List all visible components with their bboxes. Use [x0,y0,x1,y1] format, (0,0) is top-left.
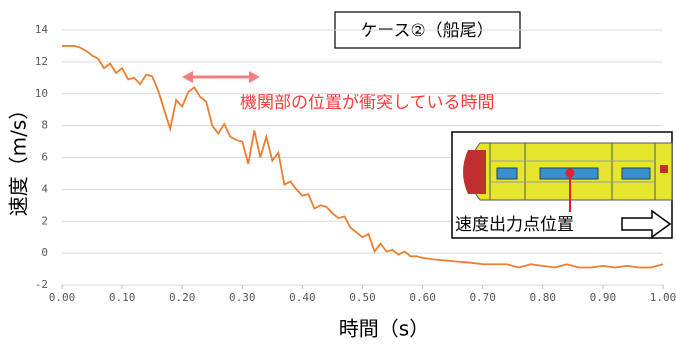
inset-label: 速度出力点位置 [455,215,574,235]
y-tick-label: 0 [41,246,48,259]
x-axis-title: 時間（s） [339,317,429,341]
data-line [62,45,664,269]
annotation: 機関部の位置が衝突している時間 [240,93,495,113]
y-tick-label: 12 [35,55,48,68]
y-tick-label: -2 [35,278,48,291]
ship-inset [451,131,673,239]
x-tick-label: 0.90 [590,291,617,304]
y-axis-title: 速度（m/s） [7,100,31,217]
x-tick-label: 0.20 [169,291,196,304]
x-tick-label: 0.70 [469,291,496,304]
y-tick-label: 10 [35,87,48,100]
case-label: ケース②（船尾） [360,21,493,41]
x-tick-label: 0.50 [349,291,376,304]
y-tick-label: 6 [41,151,48,164]
x-tick-label: 0.80 [530,291,557,304]
y-tick-label: 8 [41,119,48,132]
x-tick-label: 0.00 [49,291,76,304]
y-tick-label: 14 [35,23,49,36]
y-tick-label: 4 [41,182,48,195]
x-tick-label: 0.30 [229,291,256,304]
x-tick-label: 0.60 [409,291,436,304]
x-tick-label: 0.40 [289,291,316,304]
x-tick-label: 1.00 [650,291,676,304]
time-range-arrow [182,71,260,83]
y-tick-label: 2 [41,214,48,227]
x-tick-label: 0.10 [109,291,136,304]
